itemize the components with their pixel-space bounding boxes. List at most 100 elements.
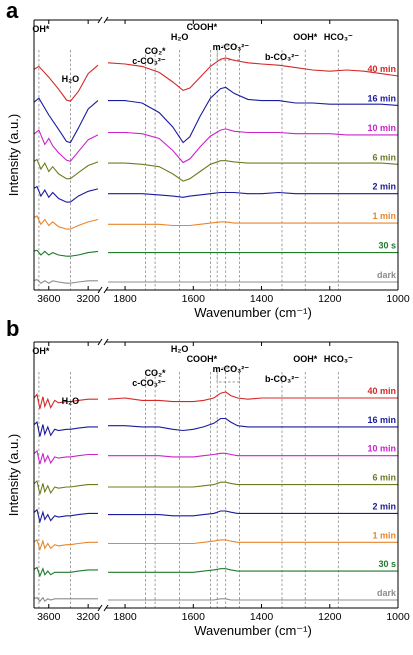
axis-break-mark (103, 286, 109, 294)
band-label: OH* (32, 346, 50, 356)
series-label: dark (377, 270, 397, 280)
series-line-left-16-min (34, 97, 99, 144)
x-axis-label: Wavenumber (cm⁻¹) (194, 623, 312, 638)
panel-b: 40 min 16 min 10 min 6 min 2 min 1 min 30 s dar… (6, 316, 410, 638)
axis-break-gap (100, 338, 106, 346)
x-tick-label: 1000 (386, 293, 410, 305)
band-label: OOH* (293, 354, 318, 364)
series-label: 6 min (372, 152, 396, 162)
series-label: dark (377, 588, 397, 598)
axis-break-gap (100, 604, 106, 612)
axis-break-mark (97, 604, 103, 612)
band-label: c-CO₃²⁻ (132, 56, 166, 66)
axis-break-mark (103, 338, 109, 346)
x-tick-label: 1600 (182, 611, 206, 623)
band-label: HCO₃⁻ (324, 354, 353, 364)
x-tick-label: 1400 (250, 611, 274, 623)
series-line-left-10-min (34, 449, 98, 465)
x-tick-label: 3600 (37, 611, 61, 623)
series-line-right-16-min (108, 417, 398, 432)
series-line-right-10-min (108, 452, 398, 458)
band-label: CO₂* (145, 46, 166, 56)
band-label: OOH* (293, 32, 318, 42)
series-label: 30 s (378, 559, 396, 569)
series-label: 1 min (372, 211, 396, 221)
x-tick-label: 1600 (182, 293, 206, 305)
panel-label: b (6, 316, 19, 341)
axis-break-mark (97, 16, 103, 24)
x-axis-label: Wavenumber (cm⁻¹) (194, 305, 312, 320)
axis-break-mark (103, 16, 109, 24)
series-label: 10 min (367, 444, 396, 454)
band-label: b-CO₃²⁻ (265, 374, 299, 384)
x-tick-label: 1200 (318, 293, 342, 305)
series-label: 1 min (372, 530, 396, 540)
series-label: 40 min (367, 386, 396, 396)
series-line-right-dark (108, 598, 398, 601)
band-label: OH* (32, 24, 50, 34)
series-line-left-40-min (34, 393, 98, 409)
series-label: 6 min (372, 473, 396, 483)
axis-break-mark (97, 286, 103, 294)
band-label: HCO₃⁻ (324, 32, 353, 42)
series-line-right-1-min (108, 221, 398, 227)
series-line-left-dark (34, 278, 98, 284)
series-line-left-6-min (34, 158, 99, 180)
band-label: H₂O (62, 74, 80, 84)
x-tick-label: 1000 (386, 611, 410, 623)
series-line-left-30-s (34, 249, 99, 257)
band-label: CO₂* (145, 368, 166, 378)
series-label: 16 min (367, 415, 396, 425)
y-axis-label: Intensity (a.u.) (6, 114, 21, 196)
series-line-left-1-min (34, 539, 98, 552)
band-label: COOH* (187, 22, 218, 32)
band-label: H₂O (62, 396, 80, 406)
x-tick-label: 3200 (76, 611, 100, 623)
band-label: m-CO₃²⁻ (213, 364, 250, 374)
x-tick-label: 1200 (318, 611, 342, 623)
series-line-right-30-s (108, 568, 398, 573)
m-co3-highlight-box (216, 45, 240, 61)
series-line-left-10-min (34, 129, 99, 162)
band-label: H₂O (171, 32, 189, 42)
series-line-left-dark (34, 596, 98, 603)
x-tick-label: 1800 (113, 611, 137, 623)
series-line-left-6-min (34, 479, 98, 495)
series-line-right-2-min (108, 510, 398, 517)
series-line-right-16-min (108, 86, 398, 144)
series-line-right-1-min (108, 539, 398, 545)
axis-break-gap (100, 16, 106, 24)
series-line-right-40-min (107, 57, 398, 92)
series-line-left-40-min (34, 64, 99, 102)
series-label: 40 min (367, 64, 396, 74)
series-label: 30 s (378, 241, 396, 251)
series-line-left-16-min (34, 421, 98, 437)
band-label: b-CO₃²⁻ (265, 52, 299, 62)
series-label: 2 min (372, 182, 396, 192)
x-tick-label: 3600 (37, 293, 61, 305)
panel-label: a (6, 0, 19, 23)
band-label: c-CO₃²⁻ (132, 378, 166, 388)
x-tick-label: 3200 (76, 293, 100, 305)
series-line-right-10-min (108, 128, 398, 164)
series-line-right-40-min (107, 391, 398, 403)
x-tick-label: 1400 (250, 293, 274, 305)
band-label: H₂O (171, 344, 189, 354)
axis-break-mark (103, 604, 109, 612)
series-line-left-30-s (34, 566, 98, 578)
series-line-right-6-min (108, 481, 398, 488)
series-line-left-2-min (34, 185, 99, 203)
m-co3-highlight-box (216, 367, 240, 383)
series-label: 2 min (372, 501, 396, 511)
axis-break-gap (100, 286, 106, 294)
series-line-left-2-min (34, 508, 98, 524)
band-label: COOH* (187, 354, 218, 364)
series-label: 10 min (367, 123, 396, 133)
series-line-right-2-min (108, 191, 398, 198)
panel-a: 40 min 16 min 10 min 6 min 2 min 1 min 30 s dar… (6, 0, 410, 320)
band-label: m-CO₃²⁻ (213, 42, 250, 52)
series-label: 16 min (367, 93, 396, 103)
y-axis-label: Intensity (a.u.) (6, 434, 21, 516)
x-tick-label: 1800 (113, 293, 137, 305)
